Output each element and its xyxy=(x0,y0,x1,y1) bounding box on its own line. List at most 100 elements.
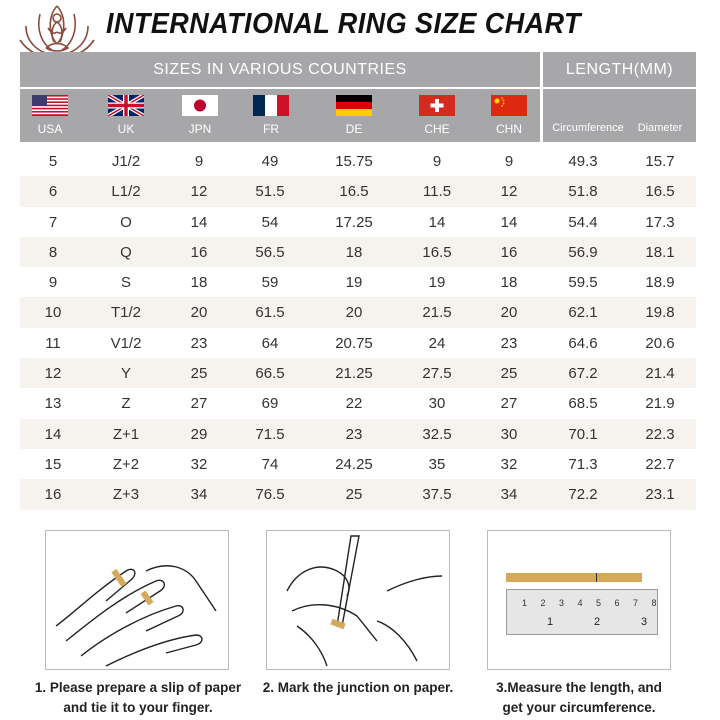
table-cell: 71.3 xyxy=(568,455,598,473)
table-cell: 15 xyxy=(44,455,62,473)
table-cell: 29 xyxy=(190,425,208,443)
table-cell: 15.75 xyxy=(335,153,373,170)
table-cell: 25 xyxy=(190,365,208,383)
table-cell: 72.2 xyxy=(568,486,598,504)
table-cell: 64 xyxy=(261,334,279,352)
table-row: 8 Q 16 56.5 18 16.5 16 56.9 18.1 xyxy=(20,236,696,268)
ruler-cm-tick: 4 xyxy=(577,598,583,608)
table-cell: 22.7 xyxy=(645,455,675,473)
table-cell: 54 xyxy=(261,213,279,231)
table-cell: 21.4 xyxy=(645,365,675,383)
us-flag-icon xyxy=(32,95,68,116)
ruler-inch-tick: 1 xyxy=(547,616,554,628)
table-cell: 16.5 xyxy=(339,183,369,201)
diameter-label: Diameter xyxy=(637,122,683,134)
country-label-usa: USA xyxy=(37,122,63,136)
table-cell: J1/2 xyxy=(111,153,141,170)
table-cell: 9 xyxy=(504,153,514,170)
table-row: 12 Y 25 66.5 21.25 27.5 25 67.2 21.4 xyxy=(20,358,696,389)
table-cell: 20.6 xyxy=(645,334,675,352)
table-cell: Z xyxy=(121,395,131,413)
table-cell: 34 xyxy=(190,486,208,504)
table-cell: 5 xyxy=(48,153,58,170)
table-cell: 51.8 xyxy=(568,183,598,201)
table-cell: 74 xyxy=(261,455,279,473)
sizes-header-label: SIZES IN VARIOUS COUNTRIES xyxy=(20,52,540,89)
table-cell: 32 xyxy=(190,455,208,473)
table-cell: 7 xyxy=(48,213,58,231)
table-cell: 54.4 xyxy=(568,213,598,231)
table-cell: 21.5 xyxy=(422,304,452,322)
table-cell: 49.3 xyxy=(568,153,598,170)
ruler-cm-tick: 1 xyxy=(522,598,528,608)
table-cell: 37.5 xyxy=(422,486,452,504)
table-cell: 56.9 xyxy=(568,243,598,261)
table-cell: 23.1 xyxy=(645,486,675,504)
ruler-cm-tick: 6 xyxy=(614,598,620,608)
table-cell: 59.5 xyxy=(568,274,598,292)
table-cell: 14 xyxy=(500,213,518,231)
table-cell: 10 xyxy=(44,304,62,322)
ruler-cm-tick: 2 xyxy=(540,598,546,608)
table-cell: 27.5 xyxy=(422,365,452,383)
table-cell: 13 xyxy=(44,395,62,413)
table-cell: Q xyxy=(120,243,132,261)
table-cell: 16 xyxy=(44,486,62,504)
step2-line1: 2. Mark the junction on paper. xyxy=(262,680,454,695)
uk-flag-icon xyxy=(108,95,144,116)
table-cell: 14 xyxy=(428,213,446,231)
china-flag-icon xyxy=(491,95,527,116)
table-cell: 69 xyxy=(261,395,279,413)
table-row: 14 Z+1 29 71.5 23 32.5 30 70.1 22.3 xyxy=(20,418,696,449)
table-cell: 18 xyxy=(500,274,518,292)
table-cell: 18 xyxy=(190,274,208,292)
table-cell: 9 xyxy=(194,153,204,170)
table-row: 7 O 14 54 17.25 14 14 54.4 17.3 xyxy=(20,207,696,237)
table-cell: 25 xyxy=(345,486,363,504)
table-cell: 21.25 xyxy=(335,365,373,383)
table-cell: 12 xyxy=(190,183,208,201)
table-cell: 20 xyxy=(500,304,518,322)
table-cell: 32 xyxy=(500,455,518,473)
table-cell: 16 xyxy=(190,243,208,261)
country-label-chn: CHN xyxy=(496,122,522,136)
length-header-label: LENGTH(MM) xyxy=(543,52,696,89)
step1-caption: 1. Please prepare a slip of paper and tie… xyxy=(18,678,258,718)
country-label-fr: FR xyxy=(263,122,279,136)
table-cell: 76.5 xyxy=(255,486,285,504)
table-cell: 35 xyxy=(428,455,446,473)
table-cell: 23 xyxy=(190,334,208,352)
table-cell: 11 xyxy=(45,334,61,352)
ruler-inch-tick: 3 xyxy=(641,616,648,628)
page-title: INTERNATIONAL RING SIZE CHART xyxy=(106,8,581,40)
table-cell: 70.1 xyxy=(568,425,598,443)
table-cell: 20.75 xyxy=(335,334,373,352)
ruler-cm-tick: 3 xyxy=(559,598,565,608)
step1-illustration xyxy=(45,530,229,670)
table-cell: O xyxy=(120,213,132,231)
table-cell: 66.5 xyxy=(255,365,285,383)
france-flag-icon xyxy=(253,95,289,116)
step1-line1: 1. Please prepare a slip of paper xyxy=(34,680,242,695)
step3-line1: 3.Measure the length, and xyxy=(496,680,662,695)
switzerland-flag-icon xyxy=(419,95,455,116)
country-label-che: CHE xyxy=(424,122,450,136)
table-cell: 15.7 xyxy=(645,153,675,170)
table-row: 15 Z+2 32 74 24.25 35 32 71.3 22.7 xyxy=(20,449,696,479)
sizes-header: SIZES IN VARIOUS COUNTRIES USA UK JPN FR… xyxy=(20,52,540,142)
table-cell: 18.9 xyxy=(645,274,675,292)
table-cell: 16.5 xyxy=(645,183,675,201)
table-cell: Z+1 xyxy=(112,425,140,443)
table-cell: 12 xyxy=(44,365,62,383)
table-row: 6 L1/2 12 51.5 16.5 11.5 12 51.8 16.5 xyxy=(20,176,696,207)
table-row: 5 J1/2 9 49 15.75 9 9 49.3 15.7 xyxy=(20,146,696,176)
table-cell: 32.5 xyxy=(422,425,452,443)
table-cell: 30 xyxy=(428,395,446,413)
table-cell: 59 xyxy=(261,274,279,292)
table-cell: 71.5 xyxy=(255,425,285,443)
table-cell: 23 xyxy=(345,425,363,443)
table-cell: S xyxy=(120,274,131,292)
table-cell: 9 xyxy=(48,274,58,292)
